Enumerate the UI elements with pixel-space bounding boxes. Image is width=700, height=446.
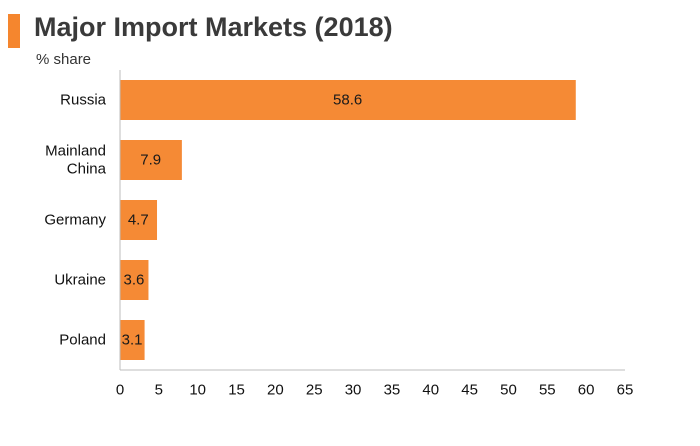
chart-subtitle: % share — [36, 51, 92, 68]
x-tick-label: 35 — [384, 382, 401, 399]
x-tick-labels: 0 5 10 15 20 25 30 35 40 45 50 55 60 65 — [116, 382, 634, 399]
category-label: Poland — [59, 332, 106, 349]
data-label: 4.7 — [128, 212, 149, 229]
bar — [120, 140, 182, 180]
x-tick-label: 25 — [306, 382, 323, 399]
category-label: Germany — [44, 212, 106, 229]
x-tick-label: 20 — [267, 382, 284, 399]
data-label: 58.6 — [333, 92, 362, 109]
x-tick-label: 45 — [461, 382, 478, 399]
x-tick-label: 10 — [189, 382, 206, 399]
bar — [120, 200, 158, 240]
data-labels: 58.6 7.9 4.7 3.6 3.1 — [122, 92, 363, 349]
x-tick-label: 60 — [578, 382, 595, 399]
category-label: Ukraine — [54, 272, 106, 289]
bar — [120, 80, 576, 120]
category-label: China — [67, 161, 107, 178]
chart-axes — [119, 70, 625, 371]
category-label: Mainland — [45, 143, 106, 160]
x-tick-label: 40 — [422, 382, 439, 399]
x-tick-label: 30 — [345, 382, 362, 399]
x-tick-label: 50 — [500, 382, 517, 399]
category-label: Russia — [60, 92, 107, 109]
x-tick-label: 0 — [116, 382, 124, 399]
x-tick-label: 5 — [155, 382, 163, 399]
x-tick-label: 15 — [228, 382, 245, 399]
data-label: 7.9 — [140, 152, 161, 169]
bar — [120, 260, 149, 300]
data-label: 3.6 — [124, 272, 145, 289]
data-label: 3.1 — [122, 332, 143, 349]
chart-bars — [120, 80, 576, 360]
x-tick-label: 55 — [539, 382, 556, 399]
title-accent-bar — [8, 14, 20, 48]
x-tick-label: 65 — [617, 382, 634, 399]
bar — [120, 320, 145, 360]
chart-title: Major Import Markets (2018) — [34, 12, 393, 42]
